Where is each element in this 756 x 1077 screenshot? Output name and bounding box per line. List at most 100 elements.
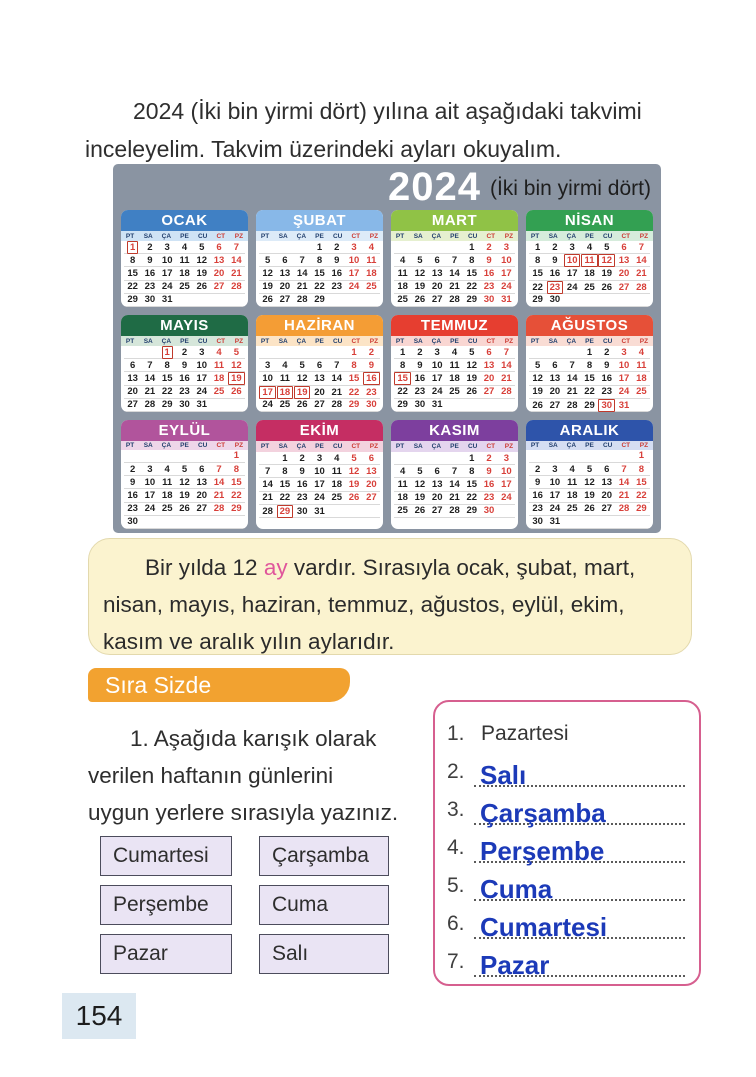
intro-text: 2024 (İki bin yirmi dört) yılına ait aşa… <box>85 92 703 168</box>
date-cell: 15 <box>314 268 325 280</box>
month-header: HAZİRAN <box>256 315 383 336</box>
date-cell: 5 <box>264 254 271 266</box>
date-cell: 8 <box>164 359 170 371</box>
date-cell: 8 <box>282 465 288 477</box>
week-row: 15 16 17 18 19 20 21 <box>124 267 245 281</box>
date-cell: 19 <box>414 492 426 504</box>
day-header-row: PT SA ÇA PE CU CT PZ <box>526 336 653 347</box>
date-cell: 23 <box>179 386 190 398</box>
answer-number: 3. <box>447 798 465 821</box>
week-row: 23 24 25 26 27 28 29 <box>124 503 245 516</box>
date-cell: 14 <box>331 373 343 385</box>
week-row: 30 31 <box>529 516 650 529</box>
date-cell: 29 <box>348 399 360 411</box>
date-cell: 19 <box>293 385 311 399</box>
day-header: PZ <box>234 441 244 449</box>
date-cell: 15 <box>279 478 291 490</box>
date-cell: 14 <box>213 476 225 488</box>
answer-written-text: Perşembe <box>480 836 605 867</box>
date-cell: 30 <box>414 399 426 411</box>
date-cell: 9 <box>417 359 423 371</box>
day-header-row: PT SA ÇA PE CU CT PZ <box>526 441 653 450</box>
weeks-grid: 1 2 3 4 5 6 7 8 9 10 11 12 13 14 15 16 17 18 19 20 21 22 23 24 2… <box>526 450 653 529</box>
day-header-row: PT SA ÇA PE CU CT PZ <box>391 231 518 242</box>
date-cell: 9 <box>368 359 374 371</box>
date-cell: 31 <box>431 399 443 411</box>
date-cell: 19 <box>228 372 245 386</box>
date-cell: 29 <box>231 503 242 515</box>
date-cell: 4 <box>399 465 406 477</box>
date-cell: 6 <box>434 254 440 266</box>
date-cell: 16 <box>144 268 156 280</box>
date-cell: 19 <box>262 281 273 293</box>
date-cell: 20 <box>196 490 208 502</box>
note-box: Bir yılda 12 ay vardır. Sırasıyla ocak, … <box>88 538 692 655</box>
date-cell: 17 <box>314 478 325 490</box>
date-cell: 20 <box>431 281 443 293</box>
date-cell: 28 <box>566 399 578 411</box>
date-cell: 22 <box>279 492 291 504</box>
date-cell: 6 <box>486 346 492 358</box>
date-cell: 22 <box>348 386 360 398</box>
weeks-grid: 1 2 3 4 5 6 7 8 9 10 11 12 13 14 15 16 17 18 19 20 21 22 23 24 2… <box>121 346 248 412</box>
day-header: ÇA <box>296 443 307 450</box>
date-cell: 20 <box>431 492 443 504</box>
date-cell: 9 <box>552 255 558 267</box>
week-row: 18 19 20 21 22 23 24 <box>394 492 515 505</box>
answer-number: 6. <box>447 912 465 935</box>
date-cell: 23 <box>296 492 308 504</box>
date-cell: 8 <box>316 254 323 266</box>
date-cell: 12 <box>584 476 595 488</box>
answer-line: Cumartesi <box>474 901 685 940</box>
date-cell: 9 <box>486 254 492 266</box>
day-header-row: PT SA ÇA PE CU CT PZ <box>526 231 653 242</box>
week-row: 8 9 10 11 12 13 14 <box>124 254 245 268</box>
calendar-2024: 2024 (İki bin yirmi dört) OCAK PT SA ÇA PE CU… <box>113 164 661 533</box>
date-cell: 15 <box>394 372 411 386</box>
note-text-before: Bir yılda 12 <box>145 555 264 580</box>
date-cell: 1 <box>469 241 475 253</box>
date-cell: 14 <box>566 373 578 385</box>
date-cell: 11 <box>449 359 460 371</box>
date-cell: 6 <box>129 359 136 371</box>
date-cell: 20 <box>213 268 225 280</box>
day-header: PE <box>450 337 459 345</box>
date-cell: 14 <box>231 254 242 266</box>
day-header: SA <box>278 232 288 240</box>
month-header: OCAK <box>121 210 248 231</box>
date-cell: 2 <box>534 463 541 475</box>
date-cell: 10 <box>431 359 443 371</box>
date-cell: 23 <box>532 503 543 515</box>
date-cell: 5 <box>586 463 593 475</box>
day-header: ÇA <box>566 441 577 449</box>
week-row: 8 9 10 11 12 13 14 <box>394 359 515 373</box>
date-cell: 26 <box>231 386 242 398</box>
date-cell: 15 <box>231 476 242 488</box>
day-header: PE <box>585 441 594 449</box>
date-cell: 6 <box>552 359 558 371</box>
date-cell: 7 <box>451 254 458 266</box>
date-cell: 16 <box>601 373 613 385</box>
date-cell: 21 <box>144 386 156 398</box>
day-header: SA <box>143 441 153 449</box>
month-panel-ocak: OCAK PT SA ÇA PE CU CT PZ 1 2 3 4 5 6 7 8 9 10 11 12 13 14 15 1… <box>121 210 248 307</box>
date-cell: 12 <box>466 359 478 371</box>
month-header: KASIM <box>391 420 518 441</box>
date-cell: 14 <box>501 359 512 371</box>
date-cell: 8 <box>586 359 593 371</box>
date-cell: 3 <box>621 346 627 358</box>
day-header: CT <box>216 232 226 240</box>
date-cell: 28 <box>231 281 242 293</box>
week-row: 30 <box>124 516 245 529</box>
day-header: SA <box>548 232 558 240</box>
date-cell: 16 <box>363 372 380 386</box>
date-cell: 27 <box>618 281 630 293</box>
date-cell: 3 <box>164 242 170 254</box>
date-cell: 25 <box>331 492 343 504</box>
date-cell: 20 <box>601 490 613 502</box>
date-cell: 8 <box>351 359 357 371</box>
date-cell: 4 <box>399 254 406 266</box>
date-cell: 14 <box>144 373 156 385</box>
date-cell: 1 <box>469 452 475 464</box>
